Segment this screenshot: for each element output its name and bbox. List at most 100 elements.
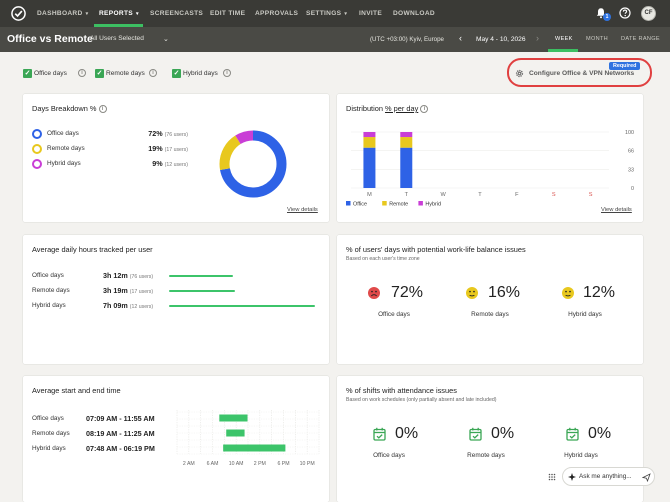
time-axis-label: 6 AM — [207, 461, 219, 467]
time-bar-hybrid-days — [223, 444, 286, 452]
x-tick-label: F — [515, 192, 519, 198]
office-days-filter-label[interactable]: Office days — [34, 70, 67, 77]
legend-label: Office — [353, 201, 367, 207]
bar-hybrid-1 — [400, 132, 413, 138]
per-day-link[interactable]: % per day — [385, 104, 419, 113]
start-end-title: Average start and end time — [32, 386, 121, 395]
nav-edit-time[interactable]: EDIT TIME — [210, 10, 246, 17]
ask-assistant-placeholder: Ask me anything... — [579, 473, 632, 480]
office-days-percent: 72% (76 users) — [148, 129, 188, 138]
hybrid-hours-bar — [169, 305, 315, 307]
nav-screencasts[interactable]: SCREENCASTS — [150, 10, 204, 17]
help-icon[interactable] — [619, 7, 631, 19]
remote-attendance-percent: 0% — [491, 425, 515, 442]
legend-swatch — [382, 201, 387, 206]
days-breakdown-title: Days Breakdown % i — [32, 104, 107, 114]
attendance-subtitle: Based on work schedules (only partially … — [346, 397, 497, 403]
remote-days-filter-label[interactable]: Remote days — [106, 70, 145, 77]
hybrid-worklife-percent: 12% — [583, 284, 616, 301]
info-icon[interactable]: i — [149, 69, 157, 77]
x-tick-label: M — [367, 192, 372, 198]
ask-assistant-input[interactable]: Ask me anything... — [562, 467, 655, 486]
office-hours-bar — [169, 275, 234, 277]
hybrid-days-label: Hybrid days — [568, 311, 602, 318]
distribution-card: Distribution % per day i 100 66 33 0 M T W T F S S… — [337, 94, 643, 222]
office-days-label: Office days — [32, 415, 64, 422]
time-axis-label: 6 PM — [277, 461, 289, 467]
bar-office-0 — [363, 147, 376, 188]
info-icon[interactable]: i — [420, 105, 429, 114]
hybrid-days-percent: 9% (12 users) — [152, 159, 188, 168]
office-days-label: Office days — [47, 130, 79, 137]
hybrid-days-checkbox[interactable]: ✓ — [172, 69, 181, 78]
legend-swatch — [346, 201, 351, 206]
time-axis-label: 10 AM — [229, 461, 244, 467]
time-bar-office-days — [219, 414, 248, 422]
configure-networks-button[interactable]: Configure Office & VPN Networks — [529, 70, 635, 77]
nav-invite[interactable]: INVITE — [359, 10, 383, 17]
notification-count-badge: 1 — [603, 13, 611, 21]
sparkle-icon — [568, 473, 576, 481]
remote-hours-value: 3h 19m (17 users) — [103, 286, 154, 295]
start-end-time-card: Average start and end time Office days 0… — [23, 376, 329, 502]
drag-handle-icon[interactable] — [548, 473, 556, 481]
chevron-down-icon[interactable]: ⌄ — [163, 36, 169, 43]
y-tick-label: 33 — [628, 167, 634, 173]
office-worklife-percent: 72% — [391, 284, 424, 301]
time-axis-label: 10 PM — [300, 461, 315, 467]
tab-week[interactable]: WEEK — [555, 36, 573, 42]
attendance-title: % of shifts with attendance issues — [346, 386, 457, 395]
tab-date-range[interactable]: DATE RANGE — [621, 36, 660, 42]
remote-time-range: 08:19 AM - 11:25 AM — [86, 429, 155, 438]
hybrid-days-label: Hybrid days — [32, 445, 66, 452]
next-period-icon[interactable]: › — [536, 33, 539, 43]
nav-active-indicator — [94, 24, 143, 27]
nav-settings[interactable]: SETTINGS ▾ — [306, 10, 348, 17]
date-range[interactable]: May 4 - 10, 2026 — [476, 36, 526, 43]
distribution-chart: 100 66 33 0 M T W T F S S Office Remote Hybrid — [346, 130, 634, 207]
y-tick-label: 66 — [628, 149, 634, 155]
office-days-checkbox[interactable]: ✓ — [23, 69, 32, 78]
nav-reports[interactable]: REPORTS ▾ — [99, 10, 139, 17]
days-breakdown-card: Days Breakdown % i Office days 72% (76 u… — [23, 94, 329, 222]
hybrid-days-filter-label[interactable]: Hybrid days — [183, 70, 218, 77]
office-days-label: Office days — [32, 272, 64, 279]
neutral-face-icon — [466, 287, 478, 299]
office-legend-ring — [32, 129, 42, 139]
x-tick-label: T — [405, 192, 409, 198]
tab-month[interactable]: MONTH — [586, 36, 609, 42]
remote-days-percent: 19% (17 users) — [148, 144, 188, 153]
page-title: Office vs Remote — [7, 33, 93, 45]
sad-face-icon — [368, 287, 380, 299]
bar-hybrid-0 — [363, 132, 376, 138]
user-avatar[interactable]: CF — [641, 6, 656, 21]
nav-download[interactable]: DOWNLOAD — [393, 10, 435, 17]
info-icon[interactable]: i — [78, 69, 86, 77]
hybrid-days-label: Hybrid days — [32, 302, 66, 309]
nav-approvals[interactable]: APPROVALS — [255, 10, 299, 17]
nav-dashboard[interactable]: DASHBOARD ▾ — [37, 10, 89, 17]
office-days-label: Office days — [373, 452, 405, 459]
view-details-link[interactable]: View details — [287, 207, 318, 213]
calendar-check-icon — [469, 427, 482, 441]
remote-days-checkbox[interactable]: ✓ — [95, 69, 104, 78]
info-icon[interactable]: i — [98, 105, 107, 114]
send-icon[interactable] — [642, 473, 651, 482]
legend-label: Hybrid — [425, 201, 441, 207]
calendar-check-icon — [566, 427, 579, 441]
gear-icon[interactable] — [515, 69, 524, 78]
users-selector[interactable]: All Users Selected — [90, 35, 144, 42]
remote-days-label: Remote days — [32, 430, 70, 437]
hybrid-attendance-percent: 0% — [588, 425, 612, 442]
previous-period-icon[interactable]: ‹ — [459, 33, 462, 43]
remote-worklife-percent: 16% — [488, 284, 521, 301]
timezone-label[interactable]: (UTC +03:00) Kyiv, Europe — [370, 36, 444, 43]
info-icon[interactable]: i — [223, 69, 231, 77]
remote-days-label: Remote days — [467, 452, 505, 459]
view-details-link[interactable]: View details — [601, 207, 632, 213]
app-logo-icon[interactable] — [11, 6, 26, 21]
hybrid-hours-value: 7h 09m (12 users) — [103, 301, 154, 310]
x-tick-label: S — [552, 192, 556, 198]
time-axis-label: 2 AM — [183, 461, 195, 467]
avg-hours-title: Average daily hours tracked per user — [32, 245, 153, 254]
